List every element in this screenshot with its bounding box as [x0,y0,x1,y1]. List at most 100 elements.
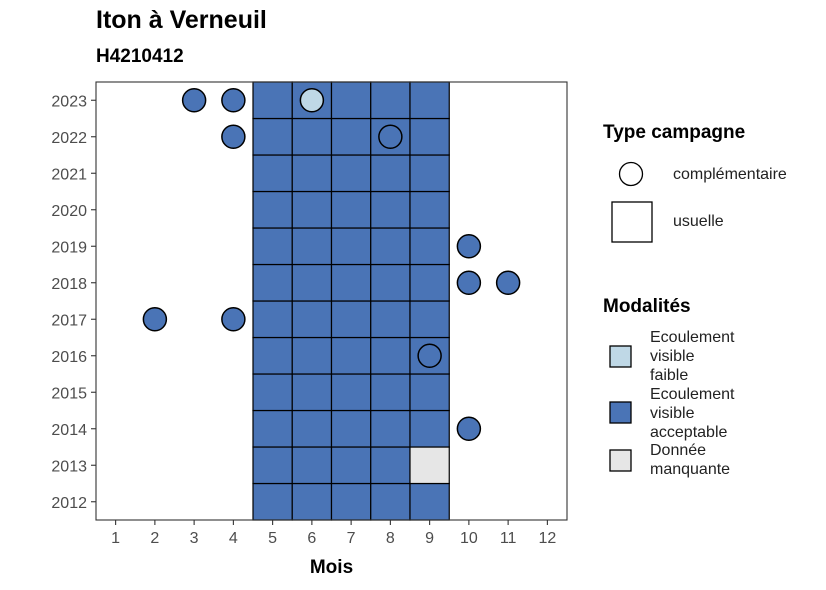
legend-modalite-key-3 [609,449,632,472]
tile-usuelle-2018-9 [409,263,450,302]
tile-usuelle-2012-7 [330,482,372,521]
y-tick-label-2023: 2023 [51,93,87,110]
legend-acceptable-line-2: visible [650,405,695,422]
tile-usuelle-2017-9 [409,300,450,339]
legend-faible-line-2: visible [650,348,695,365]
y-tick-label-2022: 2022 [51,130,87,147]
x-tick-label-8: 8 [386,530,395,547]
tile-usuelle-2016-8 [370,336,411,375]
chart-subtitle: H4210412 [96,46,184,67]
point-complementaire-2018-11 [495,270,521,295]
tile-usuelle-2016-7 [330,336,372,375]
tile-usuelle-2013-9 [409,446,450,485]
legend-manquante-line-2: manquante [650,461,731,478]
x-tick-label-12: 12 [538,530,556,547]
y-tick-label-2016: 2016 [51,349,87,366]
point-complementaire-2023-3 [181,88,207,113]
point-complementaire-2022-8 [378,124,403,149]
tile-usuelle-2014-6 [291,409,333,448]
tile-usuelle-2020-8 [370,190,411,229]
tile-usuelle-2014-5 [252,409,293,448]
tile-usuelle-2021-9 [409,154,450,193]
legend-acceptable-line-3: acceptable [650,424,728,441]
tile-usuelle-2017-5 [252,300,293,339]
legend-usuelle-key [611,201,653,243]
tile-usuelle-2013-5 [252,446,293,485]
y-tick-label-2012: 2012 [51,495,87,512]
point-complementaire-2022-4 [221,124,246,149]
tile-usuelle-2023-7 [330,81,372,120]
tile-usuelle-2018-7 [330,263,372,302]
tile-usuelle-2022-9 [409,117,450,156]
tile-usuelle-2021-6 [291,154,333,193]
tile-usuelle-2023-8 [370,81,411,120]
legend-manquante-line-1: Donnée [650,442,707,459]
tile-usuelle-2012-8 [370,482,411,521]
tile-usuelle-2012-5 [252,482,293,521]
tile-usuelle-2021-7 [330,154,372,193]
tile-usuelle-2022-7 [330,117,372,156]
y-tick-label-2015: 2015 [51,385,87,402]
tile-usuelle-2020-9 [409,190,450,229]
tile-usuelle-2021-8 [370,154,411,193]
tile-usuelle-2018-8 [370,263,411,302]
x-tick-label-6: 6 [307,530,316,547]
tile-usuelle-2017-6 [291,300,333,339]
tile-usuelle-2021-5 [252,154,293,193]
tile-usuelle-2019-5 [252,227,293,266]
tile-usuelle-2023-5 [252,81,293,120]
tile-usuelle-2015-6 [291,373,333,412]
tile-usuelle-2015-7 [330,373,372,412]
legend-faible-label: Ecoulement visible faible [650,328,735,385]
chart-title: Iton à Verneuil [96,6,267,34]
point-complementaire-2023-6 [299,88,325,113]
legend-complementaire-label: complémentaire [673,166,787,183]
tile-usuelle-2018-5 [252,263,293,302]
legend-acceptable-line-1: Ecoulement [650,386,735,403]
point-complementaire-2014-10 [456,416,482,441]
y-tick-label-2014: 2014 [51,422,87,439]
tile-usuelle-2015-5 [252,373,293,412]
legend-type-title: Type campagne [603,122,746,143]
tile-usuelle-2015-8 [370,373,411,412]
x-tick-label-2: 2 [150,530,159,547]
x-tick-label-9: 9 [425,530,434,547]
tile-usuelle-2022-5 [252,117,293,156]
x-tick-label-3: 3 [190,530,199,547]
point-complementaire-2019-10 [456,234,482,259]
tile-usuelle-2019-7 [330,227,372,266]
tile-usuelle-2014-9 [409,409,450,448]
x-tick-label-5: 5 [268,530,277,547]
tile-usuelle-2017-7 [330,300,372,339]
point-complementaire-2023-4 [221,88,246,113]
tile-usuelle-2018-6 [291,263,333,302]
legend-acceptable-label: Ecoulement visible acceptable [650,385,735,442]
tile-usuelle-2012-6 [291,482,333,521]
tile-usuelle-2013-8 [370,446,411,485]
tile-usuelle-2016-6 [291,336,333,375]
y-tick-label-2021: 2021 [51,166,87,183]
x-tick-label-7: 7 [347,530,356,547]
y-tick-label-2017: 2017 [51,312,87,329]
legend-modalites-title: Modalités [603,296,691,317]
tile-usuelle-2019-6 [291,227,333,266]
legend-complementaire-key [618,161,644,187]
tile-usuelle-2020-5 [252,190,293,229]
tile-usuelle-2019-9 [409,227,450,266]
legend-faible-line-3: faible [650,367,689,384]
x-tick-label-1: 1 [111,530,120,547]
tile-usuelle-2013-7 [330,446,372,485]
legend-usuelle-label: usuelle [673,213,724,230]
tile-usuelle-2013-6 [291,446,333,485]
tile-usuelle-2015-9 [409,373,450,412]
legend-modalite-key-2 [609,401,632,424]
tile-usuelle-2023-9 [409,81,450,120]
x-tick-label-11: 11 [500,530,517,547]
x-axis-title: Mois [310,557,353,578]
tile-usuelle-2012-9 [409,482,450,521]
point-complementaire-2016-9 [417,343,442,368]
x-tick-label-4: 4 [229,530,238,547]
y-tick-label-2018: 2018 [51,276,87,293]
tile-usuelle-2014-8 [370,409,411,448]
